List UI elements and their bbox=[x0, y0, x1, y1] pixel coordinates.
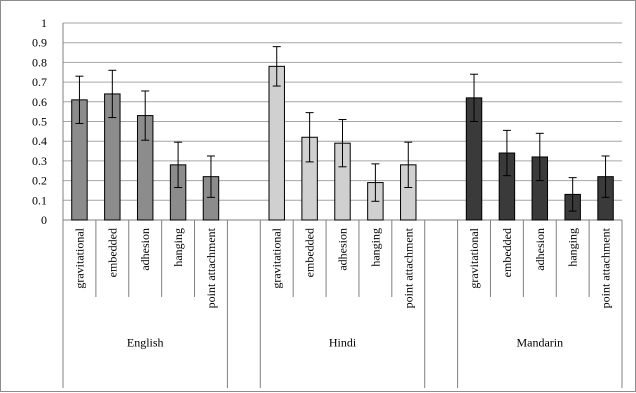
y-tick-label: 0.8 bbox=[32, 55, 47, 69]
category-label: embedded bbox=[105, 228, 119, 277]
y-tick-label: 0.7 bbox=[32, 75, 47, 89]
category-label: embedded bbox=[303, 228, 317, 277]
category-label: hanging bbox=[368, 228, 382, 267]
category-label: point attachment bbox=[599, 227, 613, 308]
group-label: English bbox=[127, 336, 164, 350]
y-tick-label: 0.6 bbox=[32, 95, 47, 109]
category-label: adhesion bbox=[336, 228, 350, 271]
category-label: gravitational bbox=[270, 227, 284, 288]
category-label: point attachment bbox=[204, 227, 218, 308]
category-label: hanging bbox=[171, 228, 185, 267]
category-label: gravitational bbox=[467, 227, 481, 288]
y-tick-label: 1 bbox=[41, 16, 47, 30]
y-tick-label: 0.5 bbox=[32, 115, 47, 129]
category-label: hanging bbox=[566, 228, 580, 267]
group-label: Hindi bbox=[329, 336, 357, 350]
bar bbox=[268, 65, 285, 221]
category-label: gravitational bbox=[72, 227, 86, 288]
y-tick-label: 0.4 bbox=[32, 134, 47, 148]
y-tick-label: 0.9 bbox=[32, 36, 47, 50]
y-tick-label: 0.2 bbox=[32, 174, 47, 188]
category-label: embedded bbox=[500, 228, 514, 277]
y-tick-label: 0.3 bbox=[32, 154, 47, 168]
y-tick-label: 0 bbox=[41, 213, 47, 227]
category-label: point attachment bbox=[401, 227, 415, 308]
y-tick-label: 0.1 bbox=[32, 193, 47, 207]
category-label: adhesion bbox=[533, 228, 547, 271]
category-label: adhesion bbox=[138, 228, 152, 271]
group-label: Mandarin bbox=[516, 336, 563, 350]
